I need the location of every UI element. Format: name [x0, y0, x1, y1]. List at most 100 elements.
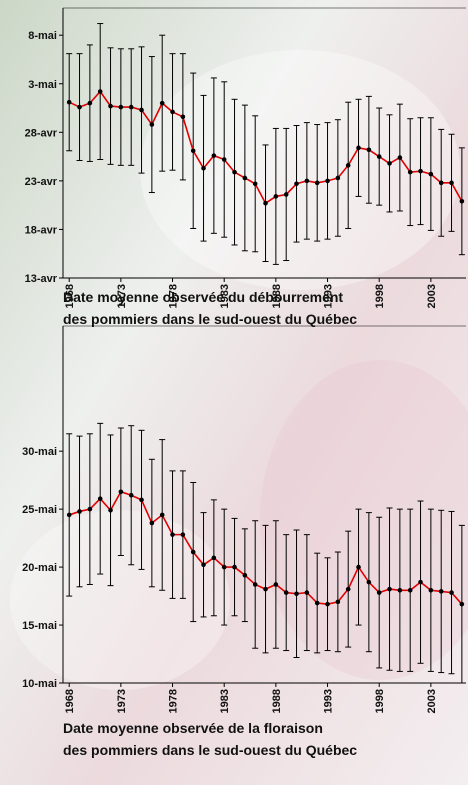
data-point	[98, 89, 103, 94]
data-point	[181, 532, 186, 537]
chart-title: des pommiers dans le sud-ouest du Québec	[63, 742, 357, 758]
y-tick-label: 8-mai	[28, 30, 57, 42]
data-point	[88, 101, 93, 106]
data-point	[418, 169, 423, 174]
data-point	[150, 521, 155, 526]
data-point	[294, 591, 299, 596]
y-tick-label: 13-avr	[25, 273, 58, 285]
data-point	[398, 155, 403, 160]
data-point	[201, 562, 206, 567]
data-point	[160, 101, 165, 106]
data-point	[263, 587, 268, 592]
data-point	[191, 148, 196, 153]
data-point	[305, 590, 310, 595]
x-tick-label: 2003	[426, 284, 438, 308]
data-point	[119, 105, 124, 110]
y-tick-label: 20-mai	[22, 562, 57, 574]
x-tick-label: 1998	[374, 689, 386, 713]
y-tick-label: 30-mai	[22, 446, 57, 458]
y-tick-label: 15-mai	[22, 620, 57, 632]
y-tick-label: 18-avr	[25, 224, 58, 236]
x-tick-label: 1973	[116, 689, 128, 713]
data-point	[129, 105, 134, 110]
data-point	[429, 172, 434, 177]
data-point	[212, 153, 217, 158]
data-point	[253, 181, 258, 186]
data-point	[367, 147, 372, 152]
data-point	[315, 181, 320, 186]
data-point	[274, 582, 279, 587]
data-point	[284, 590, 289, 595]
data-point	[232, 565, 237, 570]
data-point	[367, 580, 372, 585]
y-tick-label: 25-mai	[22, 504, 57, 516]
data-point	[408, 170, 413, 175]
data-point	[108, 508, 113, 513]
data-point	[77, 509, 82, 514]
data-point	[439, 589, 444, 594]
data-point	[222, 157, 227, 162]
data-point	[139, 108, 144, 113]
data-point	[439, 181, 444, 186]
data-point	[243, 176, 248, 181]
data-point	[150, 122, 155, 127]
data-point	[346, 587, 351, 592]
x-tick-label: 1998	[374, 284, 386, 308]
data-point	[263, 201, 268, 206]
data-point	[336, 176, 341, 181]
data-point	[181, 114, 186, 119]
data-point	[449, 181, 454, 186]
chart-title: Date moyenne observée du débourrement	[63, 289, 343, 305]
flower-shape	[10, 510, 230, 690]
flower-shape	[140, 50, 460, 290]
data-point	[284, 192, 289, 197]
data-point	[429, 588, 434, 593]
x-tick-label: 1978	[168, 689, 180, 713]
y-tick-label: 10-mai	[22, 678, 57, 690]
data-point	[460, 199, 465, 204]
data-point	[377, 154, 382, 159]
data-point	[315, 601, 320, 606]
data-point	[336, 600, 341, 605]
data-point	[88, 507, 93, 512]
data-point	[294, 181, 299, 186]
x-tick-label: 1968	[64, 689, 76, 713]
y-tick-label: 28-avr	[25, 127, 58, 139]
data-point	[418, 580, 423, 585]
data-point	[408, 588, 413, 593]
data-point	[387, 587, 392, 592]
data-point	[67, 513, 72, 518]
y-tick-label: 3-mai	[28, 79, 57, 91]
data-point	[222, 565, 227, 570]
data-point	[191, 550, 196, 555]
data-point	[346, 163, 351, 168]
data-point	[274, 194, 279, 199]
data-point	[325, 179, 330, 184]
data-point	[212, 556, 217, 561]
data-point	[325, 602, 330, 607]
data-point	[98, 496, 103, 501]
data-point	[201, 166, 206, 171]
data-point	[356, 146, 361, 151]
y-tick-label: 23-avr	[25, 176, 58, 188]
data-point	[119, 489, 124, 494]
data-point	[243, 573, 248, 578]
chart-title: Date moyenne observée de la floraison	[63, 720, 323, 736]
data-point	[253, 582, 258, 587]
x-tick-label: 1988	[271, 689, 283, 713]
page: {"chart_data": [ {"type": "line", "title…	[0, 0, 468, 785]
data-point	[449, 590, 454, 595]
x-tick-label: 1993	[323, 689, 335, 713]
data-point	[387, 161, 392, 166]
chart: 13-avr 18-avr 23-avr 28-avr 3-mai 8-mai 1968 19…	[0, 0, 468, 785]
data-point	[356, 565, 361, 570]
data-point	[77, 105, 82, 110]
x-tick-label: 2003	[426, 689, 438, 713]
data-point	[305, 179, 310, 184]
data-point	[398, 588, 403, 593]
data-point	[139, 498, 144, 503]
data-point	[232, 170, 237, 175]
data-point	[67, 100, 72, 105]
data-point	[108, 104, 113, 109]
x-tick-label: 1983	[219, 689, 231, 713]
